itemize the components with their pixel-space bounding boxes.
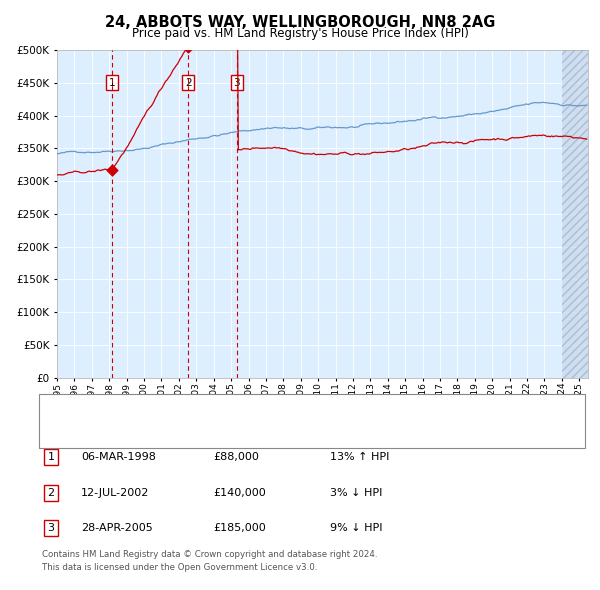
Text: 1: 1: [109, 78, 116, 88]
Text: 13% ↑ HPI: 13% ↑ HPI: [330, 453, 389, 462]
Text: 3% ↓ HPI: 3% ↓ HPI: [330, 488, 382, 497]
Text: 2: 2: [47, 488, 55, 497]
Text: 24, ABBOTS WAY, WELLINGBOROUGH, NN8 2AG: 24, ABBOTS WAY, WELLINGBOROUGH, NN8 2AG: [105, 15, 495, 30]
Text: Price paid vs. HM Land Registry's House Price Index (HPI): Price paid vs. HM Land Registry's House …: [131, 27, 469, 40]
Text: This data is licensed under the Open Government Licence v3.0.: This data is licensed under the Open Gov…: [42, 563, 317, 572]
Text: 28-APR-2005: 28-APR-2005: [81, 523, 153, 533]
Point: [107, 165, 117, 174]
Text: Contains HM Land Registry data © Crown copyright and database right 2024.: Contains HM Land Registry data © Crown c…: [42, 550, 377, 559]
Text: 24, ABBOTS WAY, WELLINGBOROUGH, NN8 2AG (detached house): 24, ABBOTS WAY, WELLINGBOROUGH, NN8 2AG …: [87, 405, 431, 415]
Text: 9% ↓ HPI: 9% ↓ HPI: [330, 523, 383, 533]
Bar: [562, 50, 588, 378]
Text: 2: 2: [185, 78, 191, 88]
Text: 06-MAR-1998: 06-MAR-1998: [81, 453, 156, 462]
Text: 12-JUL-2002: 12-JUL-2002: [81, 488, 149, 497]
Text: HPI: Average price, detached house, North Northamptonshire: HPI: Average price, detached house, Nort…: [87, 427, 407, 437]
Text: 3: 3: [233, 78, 240, 88]
Text: £140,000: £140,000: [213, 488, 266, 497]
Text: 3: 3: [47, 523, 55, 533]
Text: 1: 1: [47, 453, 55, 462]
Point: [183, 42, 193, 52]
Text: £185,000: £185,000: [213, 523, 266, 533]
Text: £88,000: £88,000: [213, 453, 259, 462]
